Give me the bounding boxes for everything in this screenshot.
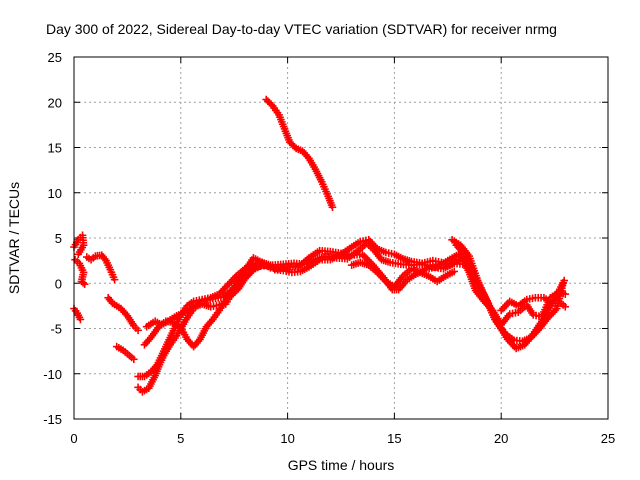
x-tick-label: 25 bbox=[601, 431, 615, 446]
data-point bbox=[450, 267, 459, 276]
data-point bbox=[561, 290, 570, 298]
y-tick-label: 0 bbox=[55, 276, 62, 291]
series-track-spike bbox=[262, 95, 337, 212]
data-point bbox=[130, 355, 138, 364]
series-track-late-d bbox=[497, 293, 570, 315]
y-tick-label: 5 bbox=[55, 231, 62, 246]
y-tick-label: 15 bbox=[48, 141, 62, 156]
series-track-early-b bbox=[71, 255, 89, 288]
plot-frame bbox=[73, 56, 609, 420]
series-track-early-a bbox=[70, 231, 88, 259]
axis-ticks: 0 5 10 15 20 25 -15 -10 -5 0 5 10 15 20 25 bbox=[43, 50, 615, 446]
data-point bbox=[328, 203, 337, 212]
x-tick-label: 15 bbox=[387, 431, 401, 446]
data-point bbox=[110, 275, 119, 284]
x-tick-label: 5 bbox=[177, 431, 184, 446]
y-tick-label: 10 bbox=[48, 186, 62, 201]
y-axis-label: SDTVAR / TECUs bbox=[6, 182, 22, 294]
grid bbox=[74, 57, 608, 419]
series-track-mid-d bbox=[347, 258, 459, 291]
x-tick-label: 20 bbox=[494, 431, 508, 446]
data-points bbox=[70, 95, 570, 396]
y-tick-label: -5 bbox=[50, 322, 62, 337]
y-tick-label: -15 bbox=[43, 412, 62, 427]
x-tick-label: 10 bbox=[280, 431, 294, 446]
y-tick-label: 25 bbox=[48, 50, 62, 65]
chart-title: Day 300 of 2022, Sidereal Day-to-day VTE… bbox=[46, 21, 557, 37]
data-point bbox=[74, 250, 83, 259]
x-tick-label: 0 bbox=[70, 431, 77, 446]
y-tick-label: 20 bbox=[48, 95, 62, 110]
series-track-early-c bbox=[70, 304, 85, 324]
x-axis-label: GPS time / hours bbox=[288, 457, 395, 473]
data-point bbox=[134, 326, 142, 335]
data-point bbox=[561, 302, 570, 311]
series-track-trough-d bbox=[142, 261, 277, 331]
data-point bbox=[80, 280, 89, 288]
series-track-early-d bbox=[83, 251, 119, 284]
series-track-early-e bbox=[104, 293, 142, 335]
data-point bbox=[76, 315, 85, 324]
y-tick-label: -10 bbox=[43, 367, 62, 382]
series-track-early-f bbox=[112, 342, 138, 364]
series-track-mid-c bbox=[270, 236, 463, 277]
data-point bbox=[560, 276, 569, 285]
